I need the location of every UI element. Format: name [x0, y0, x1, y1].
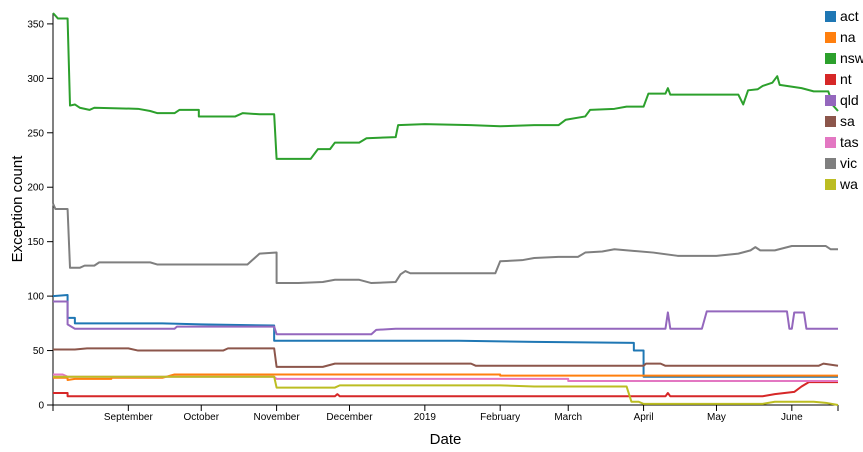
y-tick: 250 — [27, 128, 53, 139]
legend-label: sa — [840, 113, 855, 129]
legend-swatch — [825, 179, 836, 190]
series-line-na — [53, 373, 838, 381]
x-tick-label: September — [104, 412, 154, 423]
y-tick-label: 150 — [27, 237, 44, 248]
series-line-sa — [53, 347, 839, 368]
x-tick: October — [183, 405, 220, 423]
series-line-act — [52, 294, 838, 378]
y-axis: 0 50 100 150 200 250 300 350 — [27, 13, 54, 412]
legend-item-nt: nt — [825, 71, 852, 87]
x-tick-label: June — [781, 412, 803, 423]
x-tick: April — [634, 405, 654, 423]
x-tick: December — [326, 405, 373, 423]
legend-item-sa: sa — [825, 113, 855, 129]
x-tick: February — [480, 405, 520, 423]
y-tick: 50 — [33, 346, 53, 357]
series-lines — [52, 12, 839, 406]
y-tick: 200 — [27, 183, 53, 194]
series-line-nt — [53, 381, 838, 398]
legend-swatch — [825, 74, 836, 85]
legend-label: nsw — [840, 50, 863, 66]
series-line-wa — [53, 375, 839, 406]
x-tick-label: April — [634, 412, 654, 423]
y-tick-label: 0 — [38, 401, 44, 412]
x-tick-label: October — [183, 412, 219, 423]
legend: act na nsw nt qld sa tas vic wa — [825, 8, 863, 192]
legend-swatch — [825, 32, 836, 43]
y-tick-label: 50 — [33, 346, 45, 357]
legend-item-act: act — [825, 8, 859, 24]
x-tick-label: November — [254, 412, 301, 423]
legend-label: wa — [839, 176, 858, 192]
y-tick: 150 — [27, 237, 53, 248]
x-tick-label: 2019 — [414, 412, 437, 423]
legend-item-wa: wa — [825, 176, 858, 192]
legend-item-vic: vic — [825, 155, 857, 171]
x-tick-label: May — [707, 412, 726, 423]
y-tick-label: 200 — [27, 183, 44, 194]
legend-swatch — [825, 137, 836, 148]
y-axis-title: Exception count — [9, 155, 26, 263]
y-tick-label: 250 — [27, 128, 44, 139]
legend-item-tas: tas — [825, 134, 859, 150]
x-tick: June — [781, 405, 803, 423]
series-line-qld — [53, 300, 838, 336]
x-axis-title: Date — [430, 431, 462, 448]
legend-swatch — [825, 158, 836, 169]
legend-swatch — [825, 53, 836, 64]
legend-label: nt — [840, 71, 852, 87]
y-tick-label: 100 — [27, 292, 44, 303]
y-tick: 300 — [27, 74, 53, 85]
y-tick: 350 — [27, 19, 53, 30]
legend-label: vic — [840, 155, 857, 171]
x-axis: September October November December 2019 Febr… — [52, 404, 839, 423]
legend-swatch — [825, 95, 836, 106]
x-tick: May — [707, 405, 726, 423]
y-tick: 100 — [27, 292, 53, 303]
legend-swatch — [825, 116, 836, 127]
x-tick: 2019 — [414, 405, 437, 423]
y-tick-label: 300 — [27, 74, 44, 85]
x-tick-label: March — [554, 412, 582, 423]
series-line-nsw — [52, 12, 839, 160]
series-line-vic — [52, 203, 838, 285]
legend-label: qld — [840, 92, 859, 108]
x-tick: March — [554, 405, 582, 423]
legend-label: act — [840, 8, 859, 24]
legend-item-nsw: nsw — [825, 50, 863, 66]
legend-item-qld: qld — [825, 92, 859, 108]
x-tick-label: February — [480, 412, 520, 423]
legend-swatch — [825, 11, 836, 22]
y-tick: 0 — [38, 401, 53, 412]
legend-label: na — [840, 29, 856, 45]
x-tick-label: December — [326, 412, 373, 423]
x-tick: September — [104, 405, 154, 423]
legend-label: tas — [840, 134, 859, 150]
legend-item-na: na — [825, 29, 856, 45]
y-tick-label: 350 — [27, 19, 44, 30]
x-tick: November — [254, 405, 301, 423]
